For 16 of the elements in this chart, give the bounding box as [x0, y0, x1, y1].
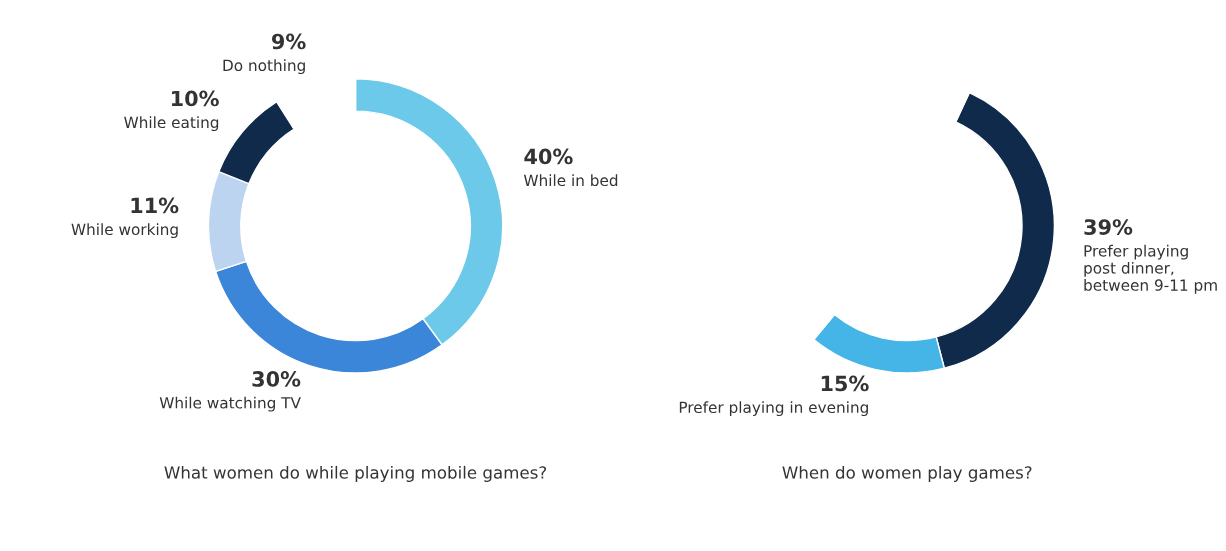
- data-label: 11%: [131, 197, 179, 214]
- text: When do women play games?: [782, 465, 1032, 483]
- slice-label: While watching TV: [159, 396, 301, 412]
- slice-label: Do nothing: [223, 59, 305, 75]
- data-label: 15%: [821, 375, 869, 392]
- text: What women do while playing mobile games?: [164, 465, 547, 483]
- data-label: 40%: [524, 148, 573, 165]
- data-label: 39%: [1084, 219, 1133, 235]
- slice-label: Prefer playing in evening: [679, 401, 868, 417]
- data-label: 30%: [252, 371, 301, 387]
- data-label: 9%: [271, 33, 306, 50]
- slice-label: While in bed: [523, 174, 618, 187]
- data-label: 10%: [171, 90, 219, 107]
- slice-label: While working: [71, 223, 178, 239]
- slice-label: Prefer playing post dinner, between 9-11 pm: [1084, 244, 1217, 294]
- slice-label: While eating: [124, 116, 219, 132]
